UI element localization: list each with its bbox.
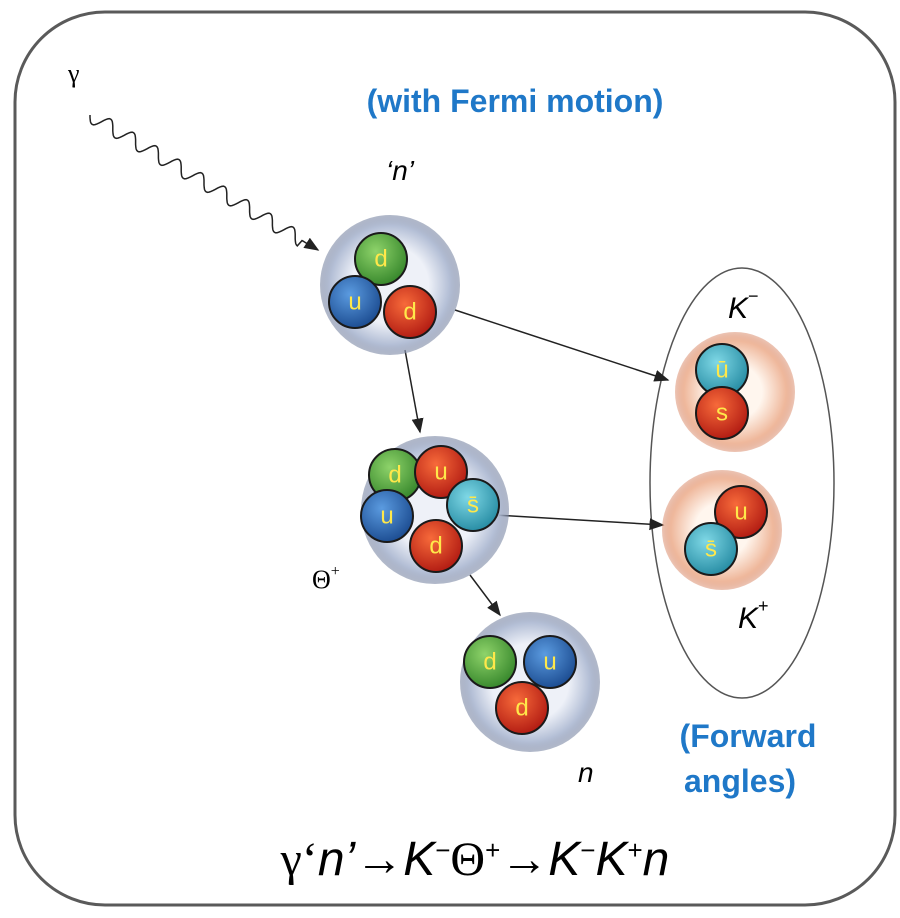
- particle-label: Θ+: [312, 563, 340, 594]
- quark-label: d: [403, 298, 416, 325]
- quark-label: u: [434, 458, 447, 485]
- note-top: (with Fermi motion): [367, 83, 664, 119]
- quark-label: u: [348, 288, 361, 315]
- charge: +: [331, 563, 340, 580]
- photon-line: [90, 115, 318, 250]
- eq-part: −: [580, 835, 595, 865]
- charge: −: [748, 286, 759, 306]
- quark-label: u: [543, 648, 556, 675]
- eq-part: +: [627, 835, 642, 865]
- quark-label: d: [374, 245, 387, 272]
- quark-label: s̄: [705, 535, 717, 562]
- quark-label: ū: [715, 356, 728, 383]
- label: Θ: [312, 565, 331, 594]
- particle-label: K+: [738, 596, 769, 635]
- label: K: [728, 292, 750, 325]
- quark-label: s̄: [467, 491, 479, 518]
- eq-part: +: [485, 835, 500, 865]
- note-bottom: angles): [684, 763, 796, 799]
- arrow: [495, 515, 663, 525]
- eq-part: γ‘: [280, 833, 318, 886]
- quark-label: d: [515, 694, 528, 721]
- eq-part: K: [595, 833, 629, 886]
- particle-label: K−: [728, 286, 759, 325]
- arrow: [470, 575, 500, 615]
- quark-label: d: [483, 648, 496, 675]
- quark-label: u: [734, 498, 747, 525]
- eq-part: →: [500, 833, 548, 886]
- eq-part: n’: [318, 833, 357, 886]
- particle-label: n: [578, 757, 594, 788]
- quark-label: u: [380, 502, 393, 529]
- quark-label: d: [388, 461, 401, 488]
- note-bottom: (Forward: [680, 718, 817, 754]
- eq-part: K: [548, 833, 582, 886]
- photon-label: γ: [67, 59, 80, 88]
- arrow: [455, 310, 668, 380]
- particle-label: ‘n’: [386, 155, 415, 186]
- label: K: [738, 602, 760, 635]
- eq-part: Θ: [450, 833, 485, 886]
- quark-label: s: [716, 399, 728, 426]
- arrow: [405, 350, 420, 432]
- charge: +: [758, 596, 769, 616]
- quark-label: d: [429, 532, 442, 559]
- equation: γ‘n’→K−Θ+→K−K+n: [280, 833, 670, 886]
- eq-part: −: [435, 835, 450, 865]
- diagram: duddus̄uddudūsus̄ γ (with Fermi motion) …: [0, 0, 900, 918]
- eq-part: K: [403, 833, 437, 886]
- eq-part: n: [643, 833, 670, 886]
- eq-part: →: [355, 833, 403, 886]
